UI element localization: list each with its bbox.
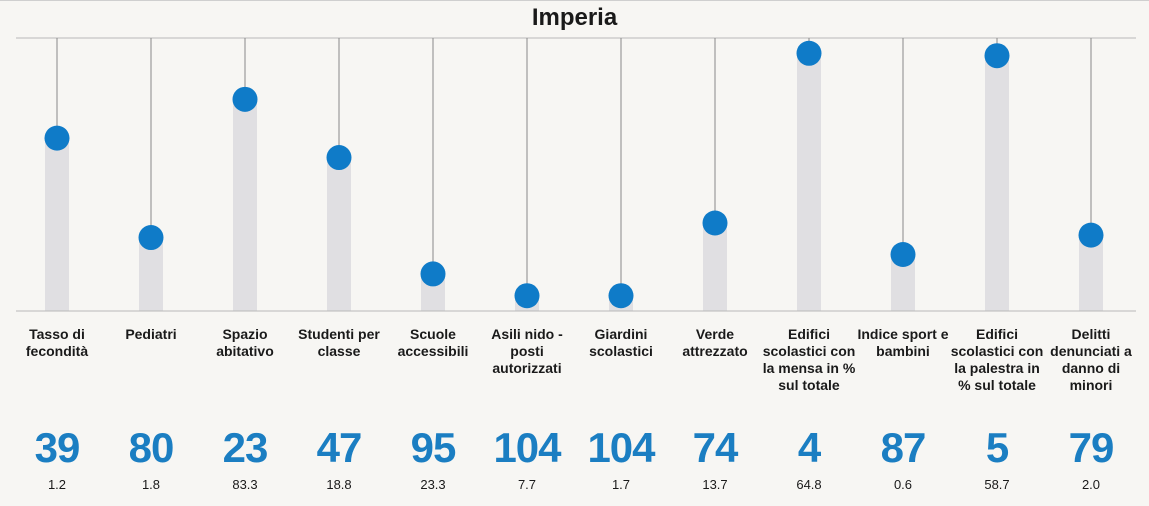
indicator-value: 13.7 xyxy=(702,477,728,492)
indicator-value: 7.7 xyxy=(517,477,537,492)
category-label: Studenti per classe xyxy=(298,326,380,359)
indicator-value: 0.6 xyxy=(893,477,913,492)
category-label: Edifici scolastici con la palestra in % … xyxy=(950,326,1044,393)
dot-4 xyxy=(420,261,446,287)
dot-8 xyxy=(796,40,822,66)
dot-0 xyxy=(44,125,70,151)
indicator-value: 1.2 xyxy=(47,477,67,492)
category-label: Pediatri xyxy=(125,326,177,342)
dot-3 xyxy=(326,145,352,171)
rank-number: 5 xyxy=(985,424,1009,471)
dot-5 xyxy=(514,283,540,309)
dot-2 xyxy=(232,86,258,112)
rank-number: 4 xyxy=(797,424,821,471)
bar-2 xyxy=(233,99,257,311)
rank-number: 39 xyxy=(34,424,81,471)
dot-7 xyxy=(702,210,728,236)
indicator-value: 18.8 xyxy=(326,477,352,492)
indicator-value: 64.8 xyxy=(796,477,822,492)
rank-number: 95 xyxy=(410,424,457,471)
category-label: Tasso di fecondità xyxy=(25,326,89,359)
category-label: Spazio abitativo xyxy=(216,326,274,359)
indicator-value: 23.3 xyxy=(420,477,446,492)
rank-number: 80 xyxy=(128,424,175,471)
rank-number: 74 xyxy=(692,424,739,471)
rank-number: 104 xyxy=(493,424,561,471)
rank-number: 79 xyxy=(1068,424,1115,471)
category-label: Delitti denunciati a danno di minori xyxy=(1050,326,1132,393)
indicator-value: 83.3 xyxy=(232,477,258,492)
rank-number: 87 xyxy=(880,424,927,471)
bar-7 xyxy=(703,222,727,311)
rank-number: 47 xyxy=(316,424,363,471)
top-rule xyxy=(0,0,1149,1)
indicator-value: 58.7 xyxy=(984,477,1010,492)
indicator-value: 2.0 xyxy=(1081,477,1101,492)
rank-number: 23 xyxy=(222,424,269,471)
indicator-value: 1.8 xyxy=(141,477,161,492)
bar-10 xyxy=(985,55,1009,311)
category-label: Verde attrezzato xyxy=(682,326,748,359)
dot-1 xyxy=(138,225,164,251)
bar-3 xyxy=(327,157,351,311)
category-label: Indice sport e bambini xyxy=(857,326,949,359)
bar-0 xyxy=(45,138,69,311)
bar-8 xyxy=(797,53,821,311)
category-label: Edifici scolastici con la mensa in % sul… xyxy=(762,326,856,393)
chart-title: Imperia xyxy=(531,4,618,31)
bar-11 xyxy=(1079,235,1103,311)
category-label: Asili nido - posti autorizzati xyxy=(491,326,563,376)
category-label: Scuole accessibili xyxy=(397,326,469,359)
dot-6 xyxy=(608,283,634,309)
indicator-value: 1.7 xyxy=(611,477,631,492)
dot-9 xyxy=(890,242,916,268)
dot-10 xyxy=(984,43,1010,69)
dot-11 xyxy=(1078,222,1104,248)
rank-number: 104 xyxy=(587,424,655,471)
category-label: Giardini scolastici xyxy=(589,326,653,359)
